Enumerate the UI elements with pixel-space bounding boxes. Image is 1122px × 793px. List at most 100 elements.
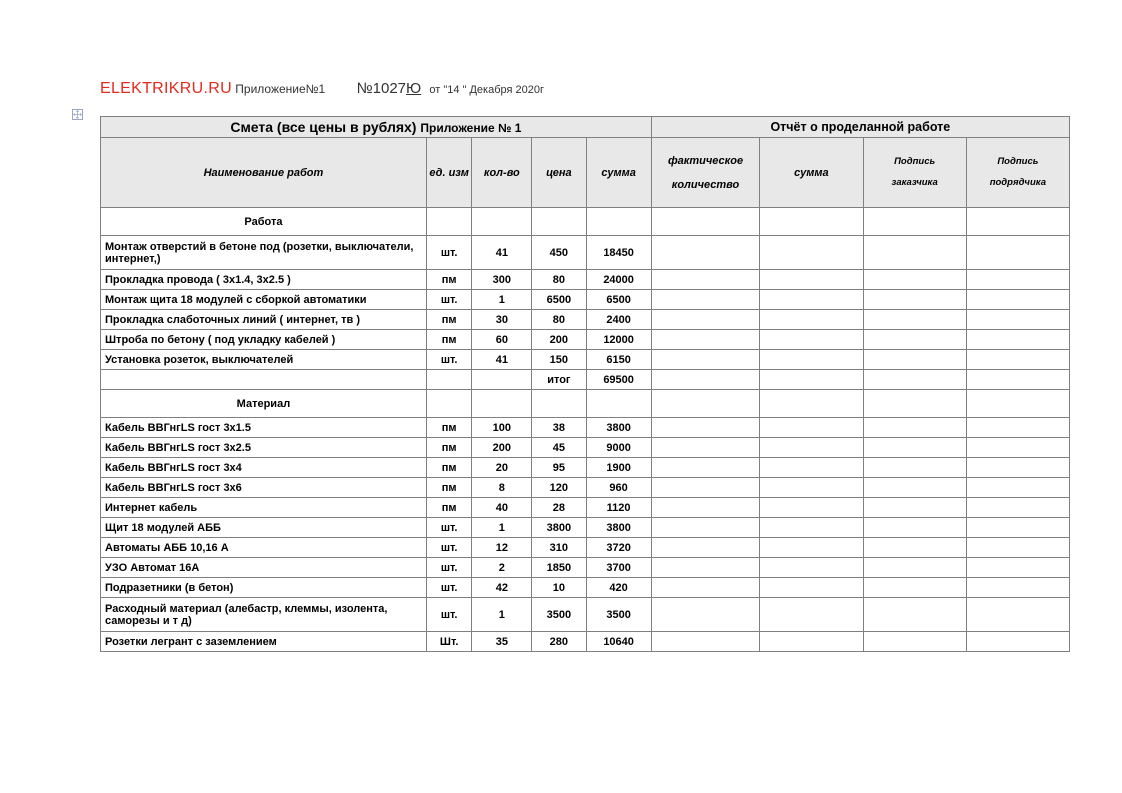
cell-sum: 3800 <box>586 518 651 538</box>
cell-qty: 1 <box>472 518 532 538</box>
estimate-table: Смета (все цены в рублях) Приложение № 1… <box>100 116 1070 652</box>
table-row: Кабель ВВГнгLS гост 3х2.5пм200459000 <box>101 438 1070 458</box>
cell-price: 38 <box>532 418 586 438</box>
col-signature-customer: Подпись заказчика <box>863 138 966 208</box>
cell-name: Монтаж отверстий в бетоне под (розетки, … <box>101 236 427 270</box>
cell-sig-customer <box>863 558 966 578</box>
table-row: Кабель ВВГнгLS гост 3х1.5пм100383800 <box>101 418 1070 438</box>
cell-qty: 200 <box>472 438 532 458</box>
cell-qty: 35 <box>472 632 532 652</box>
cell-unit: пм <box>426 310 472 330</box>
cell-qty: 41 <box>472 236 532 270</box>
document-page: ELEKTRIKRU.RU Приложение№1 №1027Ю от "14… <box>0 0 1122 692</box>
cell-unit: пм <box>426 478 472 498</box>
cell-price: 150 <box>532 350 586 370</box>
cell-unit: пм <box>426 270 472 290</box>
cell-fact-qty <box>651 578 760 598</box>
table-row: Установка розеток, выключателейшт.411506… <box>101 350 1070 370</box>
cell-sig-customer <box>863 290 966 310</box>
cell-name: УЗО Автомат 16А <box>101 558 427 578</box>
cell-fact-qty <box>651 290 760 310</box>
appendix-label: Приложение№1 <box>235 82 325 96</box>
cell-fact-sum <box>760 578 863 598</box>
cell-qty: 20 <box>472 458 532 478</box>
table-anchor-icon[interactable] <box>72 108 83 120</box>
cell-fact-qty <box>651 558 760 578</box>
cell-sig-contractor <box>966 518 1069 538</box>
table-row: Монтаж отверстий в бетоне под (розетки, … <box>101 236 1070 270</box>
section-heading: Материал <box>101 390 427 418</box>
cell-fact-sum <box>760 270 863 290</box>
cell-price: 6500 <box>532 290 586 310</box>
cell-fact-qty <box>651 538 760 558</box>
cell-fact-qty <box>651 236 760 270</box>
cell-fact-qty <box>651 330 760 350</box>
cell-sig-contractor <box>966 270 1069 290</box>
cell-sig-contractor <box>966 290 1069 310</box>
cell-fact-sum <box>760 632 863 652</box>
table-row: Монтаж щита 18 модулей с сборкой автомат… <box>101 290 1070 310</box>
cell-sum: 3720 <box>586 538 651 558</box>
cell-unit: шт. <box>426 578 472 598</box>
cell-fact-qty <box>651 518 760 538</box>
cell-sig-customer <box>863 538 966 558</box>
cell-fact-qty <box>651 418 760 438</box>
cell-sig-customer <box>863 498 966 518</box>
cell-qty: 40 <box>472 498 532 518</box>
cell-sig-contractor <box>966 458 1069 478</box>
cell-fact-sum <box>760 330 863 350</box>
cell-price: 310 <box>532 538 586 558</box>
cell-price: 1850 <box>532 558 586 578</box>
cell-sig-customer <box>863 330 966 350</box>
table-row: Кабель ВВГнгLS гост 3х6пм8120960 <box>101 478 1070 498</box>
cell-name: Подразетники (в бетон) <box>101 578 427 598</box>
cell-sum: 3800 <box>586 418 651 438</box>
cell-name: Прокладка провода ( 3х1.4, 3х2.5 ) <box>101 270 427 290</box>
cell-price: 80 <box>532 270 586 290</box>
cell-fact-sum <box>760 350 863 370</box>
table-row: Прокладка провода ( 3х1.4, 3х2.5 )пм3008… <box>101 270 1070 290</box>
cell-fact-qty <box>651 498 760 518</box>
cell-sum: 10640 <box>586 632 651 652</box>
cell-price: 80 <box>532 310 586 330</box>
cell-fact-qty <box>651 458 760 478</box>
cell-qty: 2 <box>472 558 532 578</box>
cell-fact-sum <box>760 518 863 538</box>
cell-sum: 2400 <box>586 310 651 330</box>
document-header: ELEKTRIKRU.RU Приложение№1 №1027Ю от "14… <box>100 80 1082 98</box>
col-fact-qty: фактическое количество <box>651 138 760 208</box>
cell-unit: шт. <box>426 350 472 370</box>
table-row: Кабель ВВГнгLS гост 3х4пм20951900 <box>101 458 1070 478</box>
col-price: цена <box>532 138 586 208</box>
cell-sig-contractor <box>966 330 1069 350</box>
col-qty: кол-во <box>472 138 532 208</box>
cell-fact-qty <box>651 310 760 330</box>
cell-name: Установка розеток, выключателей <box>101 350 427 370</box>
cell-unit: пм <box>426 418 472 438</box>
cell-sum: 24000 <box>586 270 651 290</box>
cell-fact-sum <box>760 438 863 458</box>
cell-qty: 60 <box>472 330 532 350</box>
table-title-right: Отчёт о проделанной работе <box>651 117 1069 138</box>
cell-fact-qty <box>651 350 760 370</box>
cell-name: Интернет кабель <box>101 498 427 518</box>
cell-sig-contractor <box>966 598 1069 632</box>
cell-name: Расходный материал (алебастр, клеммы, из… <box>101 598 427 632</box>
cell-fact-qty <box>651 438 760 458</box>
cell-unit: шт. <box>426 538 472 558</box>
cell-name: Штроба по бетону ( под укладку кабелей ) <box>101 330 427 350</box>
cell-sum: 9000 <box>586 438 651 458</box>
cell-name: Розетки легрант с заземлением <box>101 632 427 652</box>
cell-sum: 3500 <box>586 598 651 632</box>
cell-sig-customer <box>863 418 966 438</box>
cell-sig-customer <box>863 598 966 632</box>
cell-sig-customer <box>863 310 966 330</box>
cell-price: 10 <box>532 578 586 598</box>
cell-sig-customer <box>863 632 966 652</box>
cell-fact-sum <box>760 558 863 578</box>
cell-qty: 41 <box>472 350 532 370</box>
document-date: от "14 " Декабря 2020г <box>429 84 544 96</box>
cell-price: 95 <box>532 458 586 478</box>
cell-sig-contractor <box>966 578 1069 598</box>
cell-sig-contractor <box>966 310 1069 330</box>
